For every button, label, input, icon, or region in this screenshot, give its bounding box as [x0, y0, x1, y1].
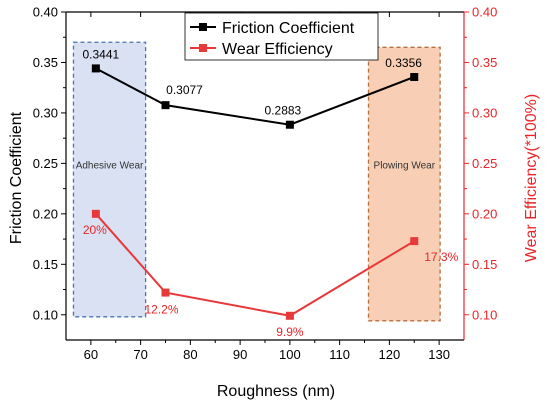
series-1-point — [161, 101, 170, 110]
series-line-1 — [95, 67, 415, 126]
legend-box — [184, 12, 379, 61]
x-tick-label: 130 — [428, 347, 450, 362]
legend-entry: Wear Efficiency — [222, 41, 333, 58]
x-tick-label: 100 — [279, 347, 301, 362]
y-tick-left-label: 0.35 — [33, 55, 58, 70]
x-tick-label: 90 — [233, 347, 247, 362]
series-2-point — [91, 209, 100, 218]
series-1-point — [410, 72, 419, 81]
series-1-point — [285, 120, 294, 129]
y-tick-right-label: 0.25 — [472, 156, 497, 171]
legend: Friction Coefficient Wear Efficiency — [184, 12, 379, 61]
y-tick-left-label: 0.30 — [33, 105, 58, 120]
x-tick-label: 110 — [329, 347, 350, 362]
wear-region-2 — [367, 46, 441, 322]
y-tick-right-label: 0.10 — [472, 307, 497, 322]
y-tick-right-label: 0.40 — [472, 5, 497, 20]
series-1-point — [91, 64, 100, 73]
series-line-2 — [95, 213, 415, 317]
series-1-data-label: 0.2883 — [265, 104, 302, 118]
series-2-point — [285, 311, 294, 320]
wear-regions: Adhesive Wear Plowing Wear — [72, 41, 441, 322]
series-2-point — [410, 237, 419, 246]
x-axis-label: Roughness (nm) — [217, 383, 335, 400]
y-tick-left-label: 0.40 — [33, 5, 58, 20]
x-tick-label: 80 — [183, 347, 197, 362]
y-axis-right-label: Wear Efficiency(*100%) — [523, 94, 540, 262]
x-tick-label: 60 — [84, 347, 98, 362]
y-tick-right-label: 0.15 — [472, 257, 497, 272]
series-1-data-label: 0.3077 — [166, 83, 203, 97]
series-1-data-label: 0.3356 — [385, 56, 422, 70]
y-tick-right-label: 0.35 — [472, 55, 497, 70]
y-tick-right-label: 0.20 — [472, 206, 497, 221]
wear-region-label: Plowing Wear — [374, 160, 436, 171]
series-2-point — [161, 288, 170, 297]
wear-region-label: Adhesive Wear — [76, 160, 144, 171]
y-tick-left-label: 0.20 — [33, 206, 58, 221]
series-2-data-label: 9.9% — [276, 325, 304, 339]
series-2-data-label: 20% — [83, 223, 107, 237]
series: 0.3441 0.3077 0.2883 0.3356 20% 12.2% 9.9% 17.3… — [82, 47, 458, 338]
y-tick-right-label: 0.30 — [472, 105, 497, 120]
series-1-data-label: 0.3441 — [82, 47, 119, 61]
legend-marker — [199, 23, 207, 31]
y-tick-left-label: 0.15 — [33, 257, 58, 272]
wear-region-1 — [72, 41, 147, 318]
legend-marker — [199, 44, 207, 52]
x-tick-label: 120 — [379, 347, 401, 362]
y-tick-left-label: 0.25 — [33, 156, 58, 171]
x-tick-label: 70 — [133, 347, 147, 362]
axes: 60 70 80 90 100 110 120 130 0.10 0.10 0.15 0.15 0.20… — [33, 5, 498, 363]
legend-entry: Friction Coefficient — [222, 20, 355, 37]
series-2-data-label: 12.2% — [144, 303, 178, 317]
y-axis-left-label: Friction Coefficient — [8, 111, 25, 244]
y-tick-left-label: 0.10 — [33, 307, 58, 322]
series-2-data-label: 17.3% — [424, 250, 458, 264]
